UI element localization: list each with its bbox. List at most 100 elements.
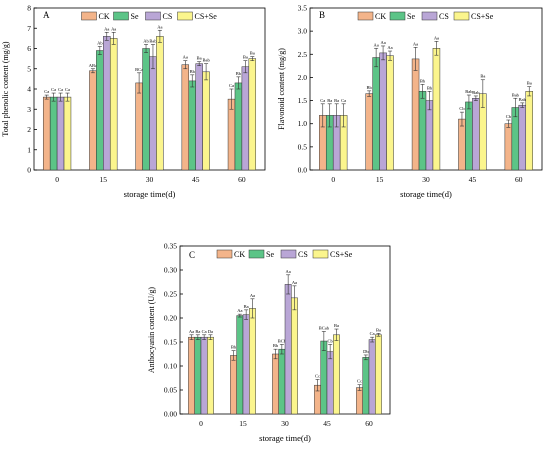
significance-label: BCab [319,325,330,330]
y-tick-label: 0.30 [164,266,177,275]
significance-label: Ca [44,89,49,94]
significance-label: Ca [370,331,375,336]
x-tick-label: 0 [199,419,203,428]
bar [248,58,257,171]
x-tick-label: 30 [281,419,289,428]
legend-swatch [216,249,233,259]
significance-label: Bb [367,85,373,90]
bar [230,355,237,415]
significance-label: Aa [413,41,418,46]
legend-label: CK [99,12,110,21]
legend-label: CS+Se [471,12,494,21]
bar [49,96,58,171]
significance-label: Aa [189,329,194,334]
bar [241,66,250,171]
panel-letter: C [189,250,195,260]
legend-label: Se [266,250,274,259]
x-tick-label: 15 [100,175,108,184]
x-tick-label: 45 [192,175,200,184]
significance-label: Ba [244,304,249,309]
significance-label: Ab [97,40,103,45]
bar [379,52,387,171]
bar [368,339,376,415]
significance-label: Aa [387,45,392,50]
significance-label: Cc [315,373,320,378]
legend-swatch [248,249,265,259]
legend-label: CS+Se [195,12,218,21]
bar [195,63,203,171]
bar [320,340,328,415]
y-tick-label: 5 [27,64,31,73]
bar [291,297,298,415]
significance-label: Aa [157,24,162,29]
significance-label: Aa [183,55,188,60]
x-tick-label: 30 [146,175,154,184]
bar [326,351,334,415]
significance-label: Ca [65,87,70,92]
significance-label: Ca [58,87,63,92]
legend-label: Se [407,12,415,21]
significance-label: Bab [465,89,473,94]
significance-label: Aa [380,40,385,45]
significance-label: Ba [527,81,532,86]
significance-label: Bb [236,71,242,76]
panel-letter: B [319,10,325,20]
y-tick-label: 2.5 [298,50,308,59]
significance-label: Aa [286,269,291,274]
legend-label: CK [234,250,245,259]
bar [272,353,279,415]
legend-label: CK [375,12,386,21]
x-tick-label: 60 [365,419,373,428]
y-tick-label: 0.0 [298,166,308,175]
bar [249,308,256,415]
bar [188,80,196,171]
bar [432,48,441,171]
significance-label: Ba [195,329,200,334]
x-tick-label: 60 [238,175,246,184]
y-tick-label: 3.0 [298,27,308,36]
legend-swatch [145,11,161,21]
x-tick-label: 30 [422,175,430,184]
significance-label: Ba [243,55,248,60]
panel-letter: A [43,10,50,20]
bar [202,71,210,171]
significance-label: Bab [149,38,157,43]
bar [518,104,527,171]
bar [425,100,434,171]
significance-label: Ba [250,51,255,56]
y-tick-label: 2.0 [298,73,308,82]
bar [156,36,164,171]
y-axis-label: Anthocyanin content (U/g) [147,287,156,374]
x-tick-label: 0 [331,175,335,184]
y-tick-label: 8 [27,4,31,13]
significance-label: BCb [278,338,287,343]
bar [365,93,373,171]
legend-label: CS [298,250,308,259]
significance-label: Bab [512,92,520,97]
significance-label: Bb [231,345,237,350]
x-tick-label: 15 [239,419,247,428]
significance-label: Aa [250,293,255,298]
y-tick-label: 0.05 [164,386,177,395]
x-axis-label: storage time(d) [400,189,452,199]
significance-label: Ca [202,329,207,334]
significance-label: Ca [51,87,56,92]
significance-label: Ca [341,98,346,103]
bar [284,284,292,415]
bar [333,334,340,415]
x-tick-label: 0 [55,175,59,184]
significance-label: Db [363,349,369,354]
legend-swatch [81,11,97,21]
significance-label: Bab [472,90,480,95]
x-axis-label: storage time(d) [259,433,311,443]
legend-swatch [280,249,297,259]
significance-label: Ab [143,38,149,43]
bar [181,64,190,171]
bar [200,336,208,415]
legend-label: CS [163,12,173,21]
bar [227,98,236,171]
bar [149,56,157,171]
x-tick-label: 45 [469,175,477,184]
